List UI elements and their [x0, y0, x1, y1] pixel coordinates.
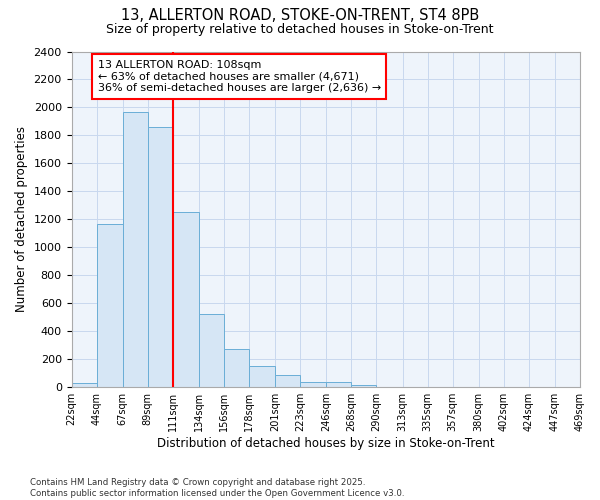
Bar	[224, 348, 249, 387]
Bar	[300, 382, 326, 387]
Bar	[249, 366, 275, 387]
Y-axis label: Number of detached properties: Number of detached properties	[15, 126, 28, 312]
Bar	[148, 127, 173, 387]
X-axis label: Distribution of detached houses by size in Stoke-on-Trent: Distribution of detached houses by size …	[157, 437, 494, 450]
Bar	[275, 374, 300, 387]
Text: Contains HM Land Registry data © Crown copyright and database right 2025.
Contai: Contains HM Land Registry data © Crown c…	[30, 478, 404, 498]
Bar	[173, 212, 199, 387]
Bar	[71, 383, 97, 387]
Bar	[326, 382, 352, 387]
Bar	[376, 386, 403, 387]
Text: Size of property relative to detached houses in Stoke-on-Trent: Size of property relative to detached ho…	[106, 22, 494, 36]
Bar	[199, 314, 224, 387]
Text: 13, ALLERTON ROAD, STOKE-ON-TRENT, ST4 8PB: 13, ALLERTON ROAD, STOKE-ON-TRENT, ST4 8…	[121, 8, 479, 22]
Bar	[352, 385, 376, 387]
Bar	[123, 112, 148, 387]
Bar	[97, 224, 123, 387]
Text: 13 ALLERTON ROAD: 108sqm
← 63% of detached houses are smaller (4,671)
36% of sem: 13 ALLERTON ROAD: 108sqm ← 63% of detach…	[98, 60, 381, 93]
